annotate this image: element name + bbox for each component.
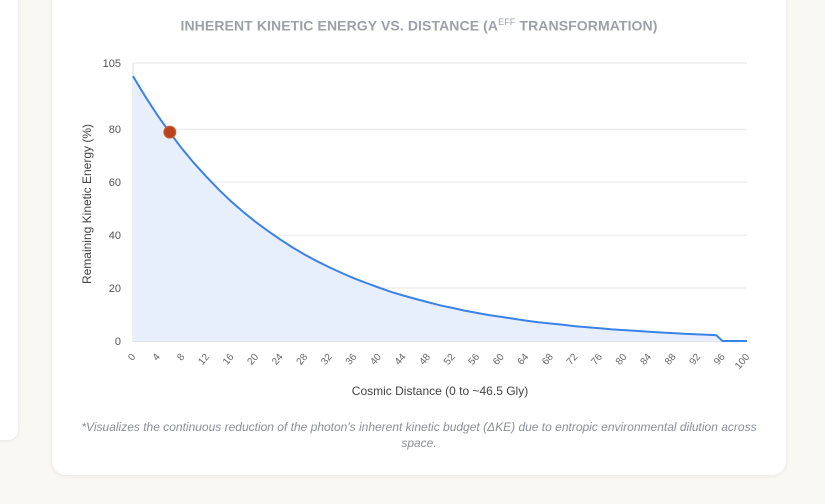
x-tick-label: 12 (196, 352, 212, 368)
x-tick-label: 48 (417, 352, 433, 368)
x-tick-label: 32 (319, 352, 335, 368)
x-tick-label: 24 (270, 352, 286, 368)
x-tick-label: 64 (516, 352, 532, 368)
side-panel-card (0, 0, 18, 440)
y-tick-label: 40 (109, 230, 121, 242)
x-tick-label: 20 (246, 352, 262, 368)
x-tick-label: 56 (467, 352, 483, 368)
x-tick-label: 44 (393, 352, 409, 368)
current-position-marker (163, 125, 177, 139)
area-fill (133, 76, 747, 341)
y-tick-label: 20 (109, 283, 121, 295)
series-line (132, 75, 747, 342)
x-tick-label: 68 (540, 352, 556, 368)
x-tick-label: 96 (712, 352, 728, 368)
x-tick-label: 100 (733, 352, 752, 372)
y-tick-label: 0 (115, 336, 121, 348)
x-axis-label: Cosmic Distance (0 to ~46.5 Gly) (352, 384, 528, 398)
x-tick-label: 40 (368, 352, 384, 368)
x-tick-label: 76 (589, 352, 605, 368)
x-tick-label: 28 (295, 352, 311, 368)
chart-caption: *Visualizes the continuous reduction of … (81, 420, 757, 450)
x-tick-label: 60 (491, 352, 507, 368)
y-tick-label: 60 (109, 177, 121, 189)
x-tick-label: 92 (688, 352, 704, 368)
x-tick-label: 0 (126, 352, 138, 364)
y-axis-label: Remaining Kinetic Energy (%) (80, 124, 94, 284)
y-tick-label: 80 (109, 124, 121, 136)
x-tick-label: 88 (663, 352, 679, 368)
y-tick-label: 105 (103, 58, 121, 70)
x-tick-label: 16 (221, 352, 237, 368)
chart-title: INHERENT KINETIC ENERGY VS. DISTANCE (AE… (180, 17, 658, 34)
x-tick-label: 72 (565, 352, 581, 368)
x-tick-label: 8 (175, 352, 187, 364)
x-tick-label: 4 (151, 352, 163, 364)
x-tick-label: 52 (442, 352, 458, 368)
x-tick-label: 84 (638, 352, 654, 368)
x-tick-label: 80 (614, 352, 630, 368)
x-tick-label: 36 (344, 352, 360, 368)
